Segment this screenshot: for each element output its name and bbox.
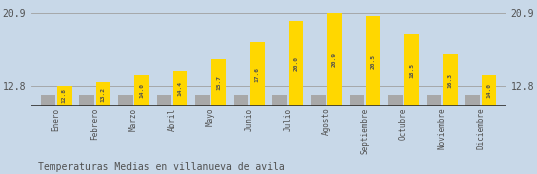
Bar	[404, 34, 419, 106]
Text: 16.3: 16.3	[448, 73, 453, 88]
Text: 15.7: 15.7	[216, 75, 221, 90]
Bar	[366, 16, 380, 106]
Bar	[350, 95, 364, 106]
Bar	[427, 95, 441, 106]
Text: 20.9: 20.9	[332, 52, 337, 67]
Bar	[96, 82, 110, 106]
Bar	[311, 95, 325, 106]
Text: 13.2: 13.2	[100, 86, 105, 102]
Bar	[212, 60, 226, 106]
Bar	[173, 71, 187, 106]
Bar	[118, 95, 133, 106]
Text: Temperaturas Medias en villanueva de avila: Temperaturas Medias en villanueva de avi…	[38, 162, 284, 172]
Bar	[482, 75, 496, 106]
Bar	[41, 95, 55, 106]
Bar	[272, 95, 287, 106]
Bar	[79, 95, 94, 106]
Bar	[288, 21, 303, 106]
Bar	[134, 75, 149, 106]
Text: 20.0: 20.0	[293, 56, 299, 71]
Bar	[388, 95, 403, 106]
Text: 12.8: 12.8	[62, 88, 67, 103]
Text: 18.5: 18.5	[409, 63, 414, 78]
Text: 20.5: 20.5	[371, 54, 375, 69]
Text: 14.0: 14.0	[487, 83, 491, 98]
Bar	[57, 85, 71, 106]
Bar	[443, 54, 458, 106]
Bar	[466, 95, 480, 106]
Text: 17.6: 17.6	[255, 67, 260, 82]
Bar	[157, 95, 171, 106]
Bar	[327, 13, 342, 106]
Text: 14.4: 14.4	[178, 81, 183, 96]
Bar	[195, 95, 210, 106]
Text: 14.0: 14.0	[139, 83, 144, 98]
Bar	[250, 42, 265, 106]
Bar	[234, 95, 249, 106]
